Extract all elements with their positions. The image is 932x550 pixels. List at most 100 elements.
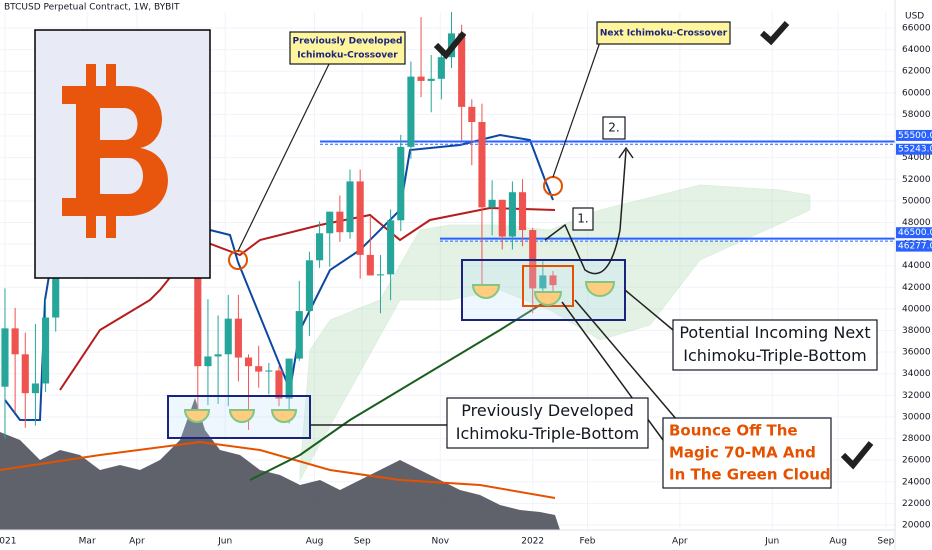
candle-body bbox=[275, 370, 283, 399]
annotation-text: Previously Developed bbox=[293, 37, 403, 47]
y-tick-label: 60000 bbox=[902, 88, 931, 98]
header-bg bbox=[0, 0, 932, 12]
annotation-text: Next Ichimoku-Crossover bbox=[600, 29, 728, 39]
annotation-text: 1. bbox=[577, 212, 588, 226]
annotation-box bbox=[662, 417, 832, 489]
y-tick-label: 44000 bbox=[902, 261, 931, 271]
x-tick-label: Mar bbox=[79, 537, 96, 547]
annotation-box bbox=[672, 319, 878, 371]
candle-body bbox=[549, 275, 557, 286]
currency-label: USD bbox=[905, 12, 924, 22]
y-tick-label: 58000 bbox=[902, 110, 931, 120]
annotation-text: Previously Developed bbox=[461, 401, 633, 420]
y-tick-label: 30000 bbox=[902, 412, 931, 422]
candle-body bbox=[366, 254, 374, 276]
candle-body bbox=[336, 211, 344, 233]
grid bbox=[0, 0, 895, 530]
x-tick-label: Jun bbox=[217, 537, 232, 547]
annotation-text: In The Green Cloud bbox=[669, 466, 831, 484]
y-tick-label: 32000 bbox=[902, 391, 931, 401]
candle-body bbox=[326, 211, 334, 234]
candle-body bbox=[234, 318, 242, 358]
candle-body bbox=[285, 358, 293, 399]
volume-area bbox=[0, 398, 560, 530]
candle-body bbox=[427, 78, 435, 81]
x-tick-label: Aug bbox=[306, 537, 324, 547]
price-label: 55500.0 bbox=[898, 131, 932, 141]
candle-body bbox=[508, 192, 516, 237]
annotation-text: Bounce Off The bbox=[669, 422, 798, 440]
candle-body bbox=[1, 328, 9, 387]
candle-body bbox=[42, 317, 50, 384]
candle-body bbox=[407, 76, 415, 147]
x-tick-label: Sep bbox=[877, 537, 894, 547]
y-tick-label: 38000 bbox=[902, 326, 931, 336]
price-label: 46500.0 bbox=[898, 228, 932, 238]
candle-body bbox=[417, 76, 425, 81]
candle-body bbox=[265, 370, 273, 372]
y-tick-label: 20000 bbox=[902, 521, 931, 531]
ma-70 bbox=[249, 297, 556, 481]
candle-body bbox=[387, 220, 395, 275]
price-label-bg bbox=[896, 143, 932, 155]
candle-body bbox=[255, 366, 263, 372]
price-lines bbox=[320, 140, 895, 242]
annotation-text: Ichimoku-Crossover bbox=[297, 51, 398, 61]
candle-body bbox=[437, 57, 445, 79]
price-label: 46277.0 bbox=[898, 242, 932, 252]
candle-body bbox=[539, 275, 547, 289]
y-tick-label: 64000 bbox=[902, 45, 931, 55]
annotation-box bbox=[446, 397, 649, 449]
candle-body bbox=[346, 181, 354, 233]
y-tick-label: 40000 bbox=[902, 304, 931, 314]
y-tick-label: 36000 bbox=[902, 348, 931, 358]
annotation-box bbox=[596, 21, 731, 45]
price-label: 55243.0 bbox=[898, 145, 932, 155]
y-tick-label: 28000 bbox=[902, 434, 931, 444]
y-tick-label: 66000 bbox=[902, 24, 931, 34]
annotation-box bbox=[602, 116, 626, 140]
annotations: Previously Developed Ichimoku-Crossover Ne… bbox=[289, 21, 878, 489]
candle-body bbox=[194, 239, 202, 367]
x-tick-label: Sep bbox=[354, 537, 371, 547]
x-tick-label: Jun bbox=[764, 537, 779, 547]
candle-body bbox=[488, 199, 496, 208]
candle-body bbox=[478, 121, 486, 208]
candle-body bbox=[518, 192, 527, 231]
candle-body bbox=[305, 260, 313, 312]
y-tick-label: 22000 bbox=[902, 499, 931, 509]
candle-body bbox=[316, 233, 324, 261]
y-tick-label: 50000 bbox=[902, 196, 931, 206]
y-tick-label: 24000 bbox=[902, 477, 931, 487]
candle-body bbox=[376, 274, 385, 276]
candle-body bbox=[21, 354, 29, 394]
price-label-bg bbox=[896, 227, 932, 239]
candle-body bbox=[11, 328, 19, 355]
x-tick-label: Feb bbox=[580, 537, 596, 547]
candle-body bbox=[224, 318, 232, 355]
ichimoku-cloud bbox=[299, 184, 811, 482]
candle-body bbox=[295, 311, 303, 359]
x-tick-label: Aug bbox=[829, 537, 847, 547]
candle-body bbox=[498, 199, 506, 237]
volume-ma bbox=[0, 440, 556, 499]
candle-body bbox=[356, 181, 364, 255]
y-tick-label: 26000 bbox=[902, 456, 931, 466]
candle-body bbox=[204, 356, 212, 367]
x-tick-label: 2021 bbox=[0, 537, 16, 547]
candle-body bbox=[244, 357, 253, 367]
y-tick-label: 54000 bbox=[902, 153, 931, 163]
annotation-text: Ichimoku-Triple-Bottom bbox=[456, 424, 639, 443]
y-tick-label: 42000 bbox=[902, 283, 931, 293]
y-tick-label: 34000 bbox=[902, 369, 931, 379]
price-label-bg bbox=[896, 240, 932, 252]
candle-body bbox=[468, 106, 476, 122]
annotation-text: 2. bbox=[608, 121, 619, 135]
y-tick-label: 62000 bbox=[902, 67, 931, 77]
y-tick-label: 48000 bbox=[902, 218, 931, 228]
annotation-text: Potential Incoming Next bbox=[679, 323, 870, 342]
annotation-box bbox=[289, 31, 406, 65]
annotation-text: Magic 70-MA And bbox=[669, 444, 816, 462]
annotation-box bbox=[572, 207, 594, 231]
